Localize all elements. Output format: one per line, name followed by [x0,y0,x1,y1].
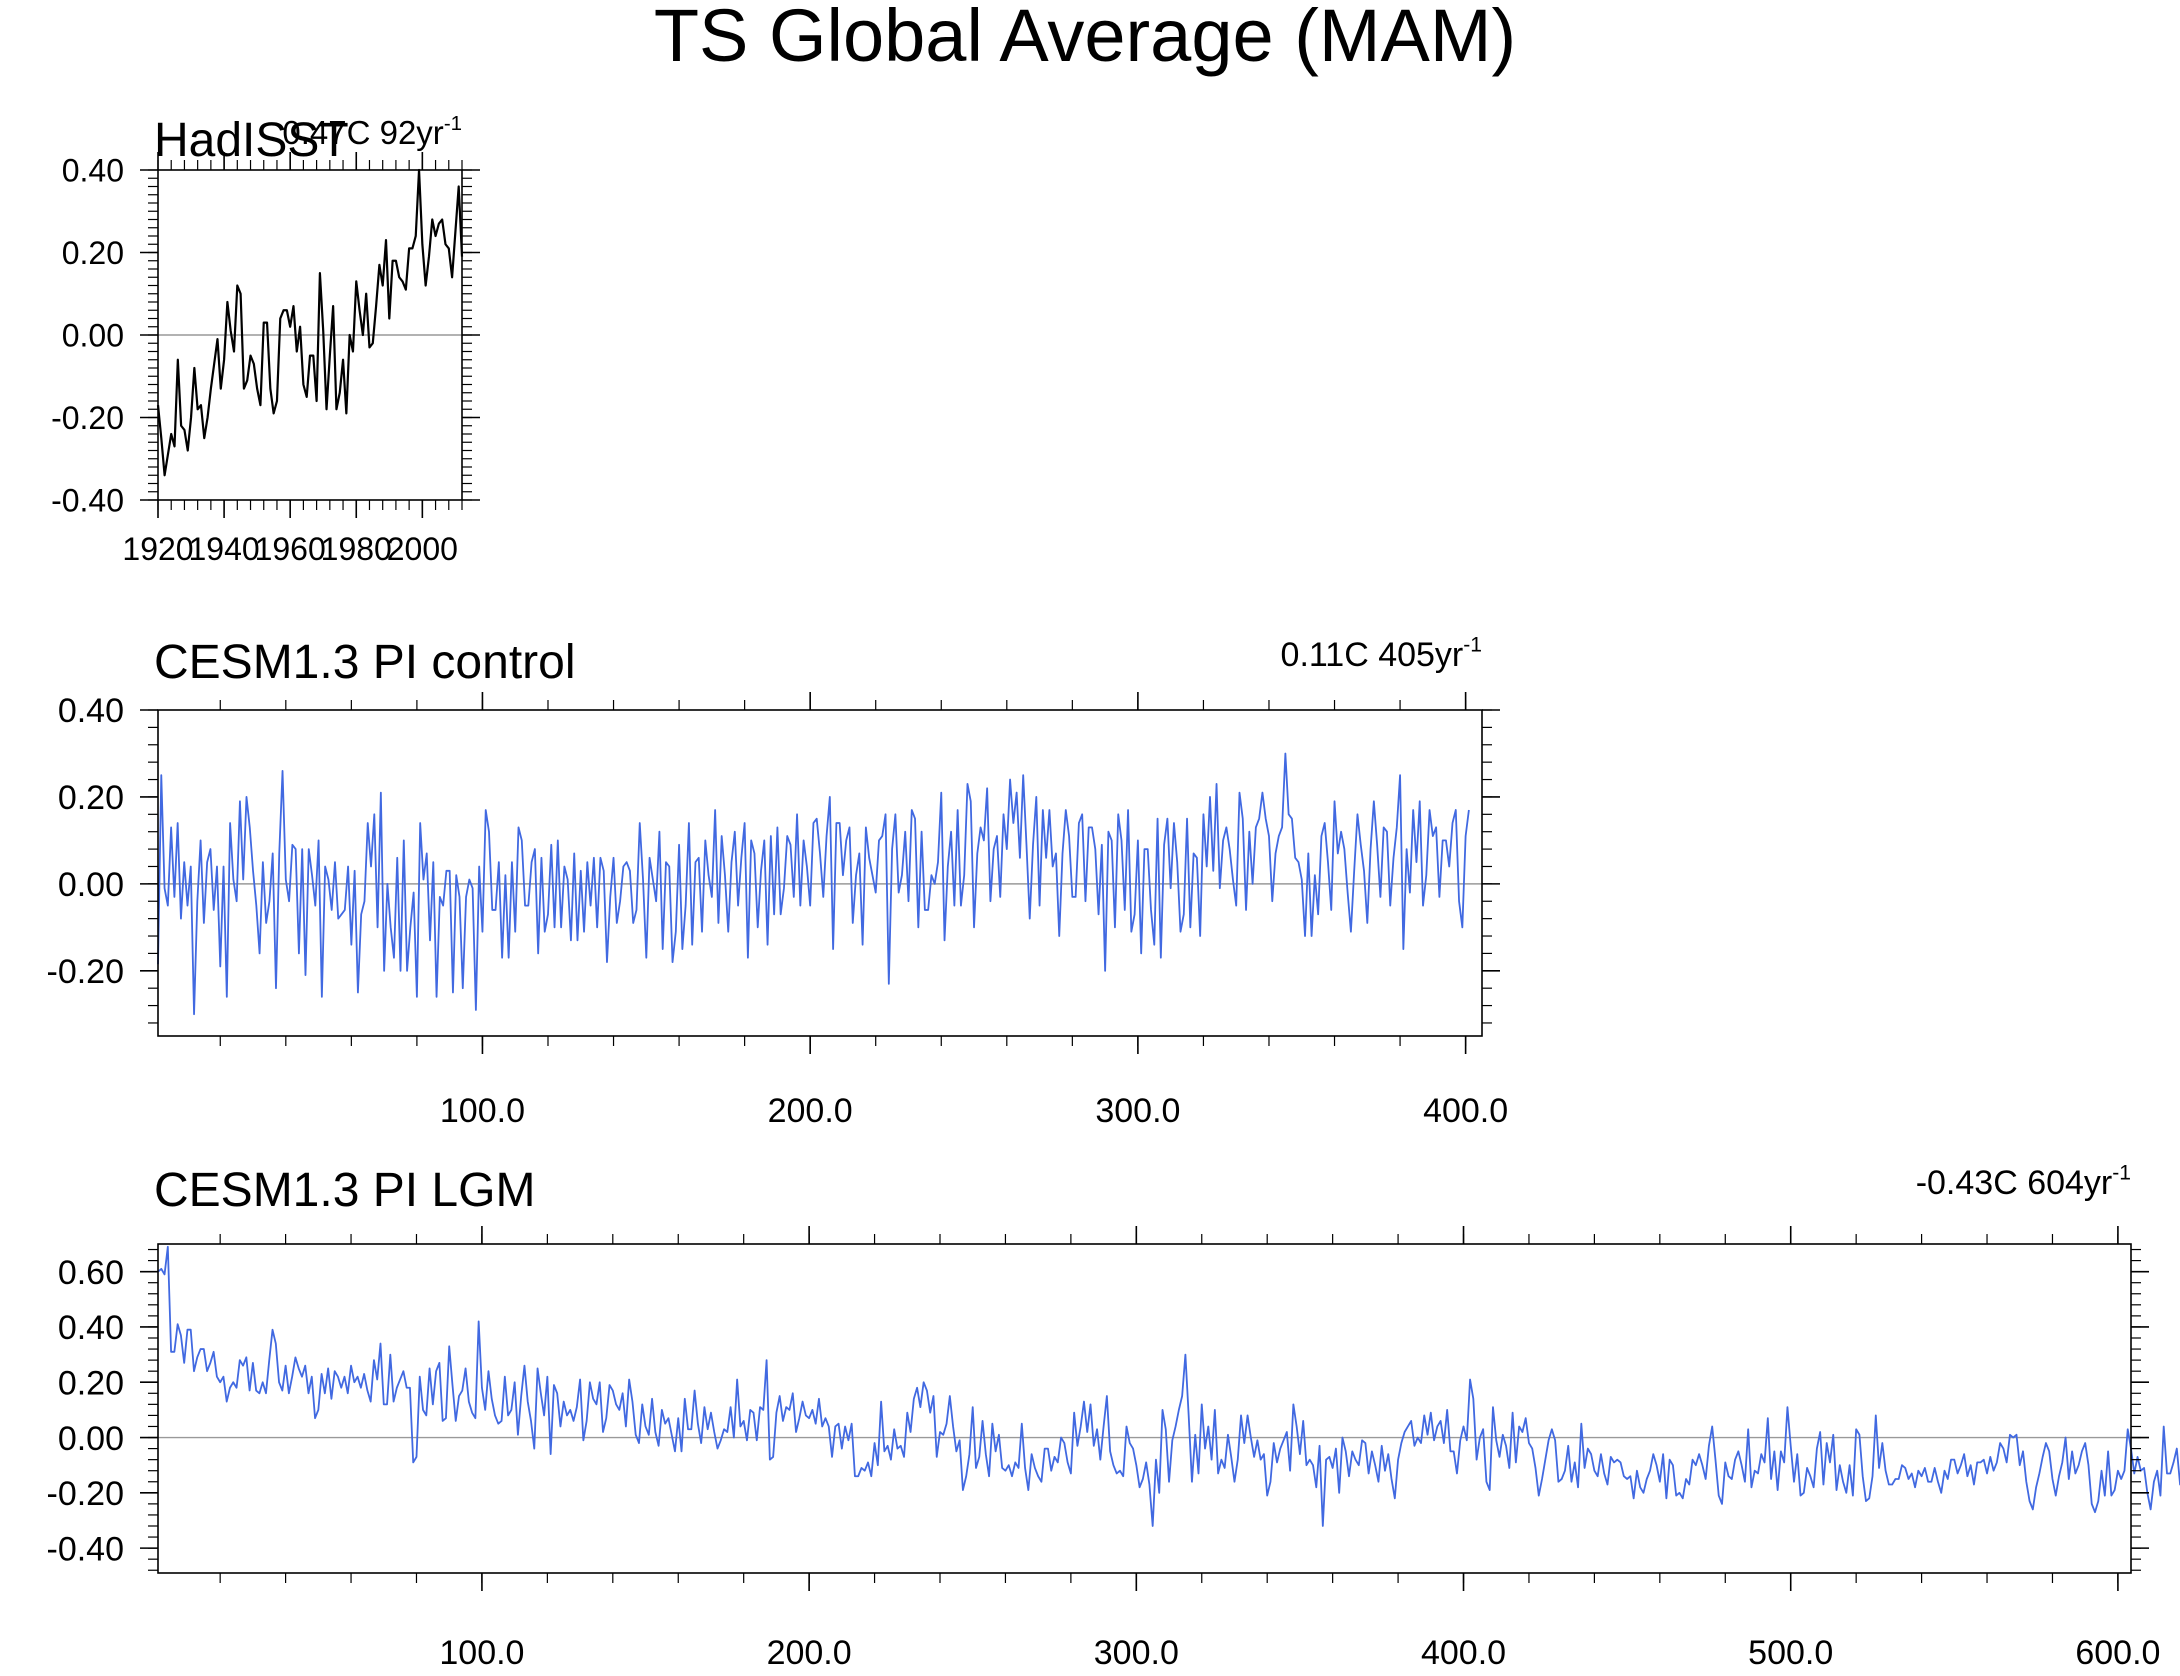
y-tick-label: 0.00 [58,1420,124,1458]
figure-title: TS Global Average (MAM) [654,0,1516,77]
y-tick-label: 0.60 [58,1254,124,1292]
panel-title: CESM1.3 PI LGM [154,1164,535,1217]
y-tick-label: -0.20 [51,400,124,436]
x-tick-label: 2000 [387,531,458,567]
plot-frame [157,709,1483,1037]
x-tick-label: 100.0 [440,1092,525,1130]
x-tick-label: 1940 [188,531,259,567]
x-tick-label: 300.0 [1094,1634,1179,1672]
y-tick-label: 0.40 [62,153,124,189]
trend-unit-sup: -1 [444,112,462,135]
x-tick-label: 400.0 [1421,1634,1506,1672]
series-line [157,1245,2180,1527]
y-tick-label: -0.20 [47,1475,125,1513]
y-tick-label: 0.40 [58,1309,124,1347]
x-tick-label: 300.0 [1095,1092,1180,1130]
x-tick-label: 400.0 [1423,1092,1508,1130]
x-tick-label: 1960 [255,531,326,567]
panel-hadisst: -0.40 -0.20 0.00 0.20 0.40 192019401960198020… [51,112,480,567]
trend-unit-sup: -1 [2112,1162,2131,1185]
panel-title: CESM1.3 PI control [154,636,576,689]
series-line [156,168,464,477]
trend-label: 0.11C 405yr-1 [1281,634,1482,674]
x-tick-label: 100.0 [439,1634,524,1672]
trend-unit-sup: -1 [1463,634,1482,657]
x-tick-label: 200.0 [768,1092,853,1130]
y-tick-label: 0.20 [58,1364,124,1402]
y-tick-label: 0.40 [58,692,124,730]
trend-label: 0.47C 92yr-1 [282,112,462,151]
x-tick-label: 200.0 [767,1634,852,1672]
y-tick-label: 0.00 [62,318,124,354]
x-tick-label: 1920 [122,531,193,567]
series-line [157,752,1470,1016]
y-tick-label: -0.20 [47,953,125,991]
y-tick-label: 0.00 [58,866,124,904]
x-tick-label: 500.0 [1748,1634,1833,1672]
panel-pi-lgm: -0.40 -0.20 0.00 0.20 0.40 0.60 100.0 200.0 300.… [47,1162,2180,1672]
x-tick-label: 600.0 [2075,1634,2160,1672]
y-tick-label: -0.40 [47,1530,125,1568]
y-tick-label: -0.40 [51,483,124,519]
panel-title: HadISST [154,114,349,167]
trend-label: -0.43C 604yr-1 [1916,1162,2131,1202]
panel-pi-control: -0.20 0.00 0.20 0.40 100.0 200.0 300.0 400.0 CES… [47,634,1509,1130]
y-tick-label: 0.20 [62,235,124,271]
y-tick-label: 0.20 [58,779,124,817]
x-tick-label: 1980 [321,531,392,567]
plot-frame [157,1243,2132,1574]
